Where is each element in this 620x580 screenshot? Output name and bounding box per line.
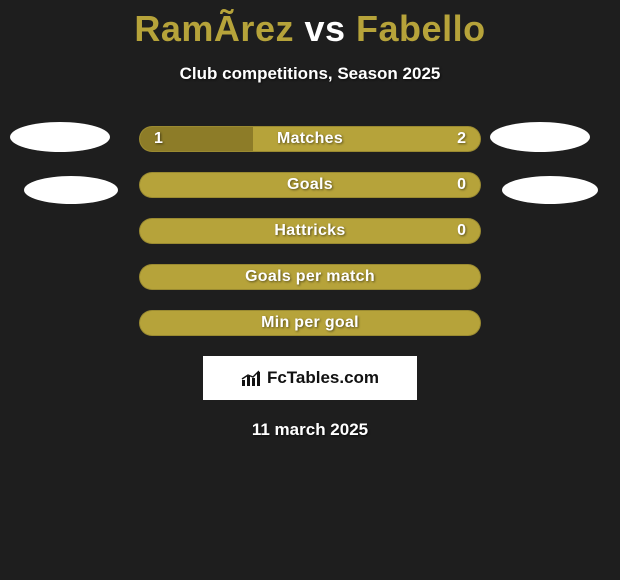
stat-label: Goals <box>140 173 480 197</box>
stat-label: Min per goal <box>140 311 480 335</box>
stat-row: 1 Matches 2 <box>139 126 481 152</box>
stat-label: Hattricks <box>140 219 480 243</box>
badge-left-1 <box>10 122 110 152</box>
stat-value-right: 2 <box>457 127 466 151</box>
stats-container: 1 Matches 2 Goals 0 Hattricks 0 Goals pe… <box>0 126 620 336</box>
stat-row: Hattricks 0 <box>139 218 481 244</box>
stat-row: Goals per match <box>139 264 481 290</box>
page-title: RamÃ­rez vs Fabello <box>0 0 620 50</box>
stat-row: Min per goal <box>139 310 481 336</box>
stat-row: Goals 0 <box>139 172 481 198</box>
stat-value-right: 0 <box>457 219 466 243</box>
bar-chart-icon <box>241 369 263 387</box>
badge-right-2 <box>502 176 598 204</box>
brand-box: FcTables.com <box>203 356 417 400</box>
stat-value-right: 0 <box>457 173 466 197</box>
stat-label: Goals per match <box>140 265 480 289</box>
badge-left-2 <box>24 176 118 204</box>
player2-name: Fabello <box>356 8 486 49</box>
brand-text: FcTables.com <box>267 368 379 388</box>
date-text: 11 march 2025 <box>0 420 620 440</box>
stat-label: Matches <box>140 127 480 151</box>
subtitle: Club competitions, Season 2025 <box>0 64 620 84</box>
badge-right-1 <box>490 122 590 152</box>
player1-name: RamÃ­rez <box>134 8 294 49</box>
vs-text: vs <box>304 8 345 49</box>
